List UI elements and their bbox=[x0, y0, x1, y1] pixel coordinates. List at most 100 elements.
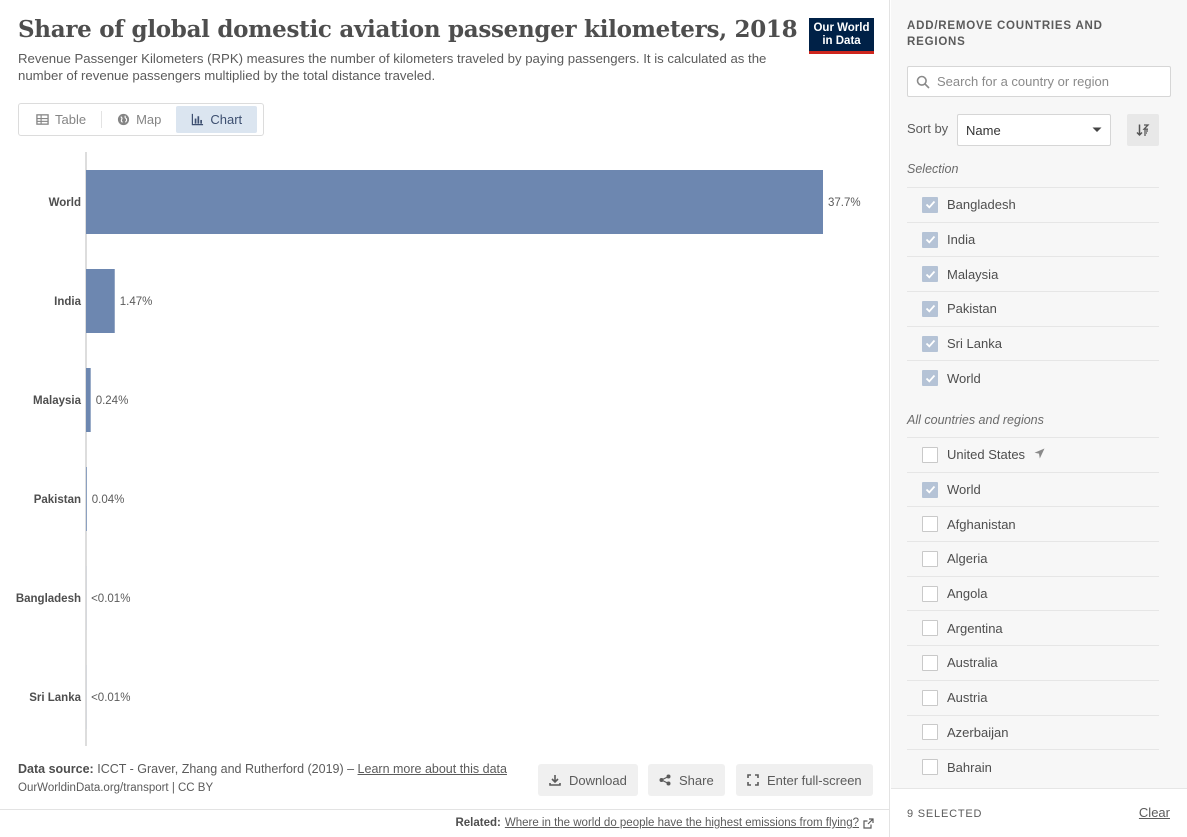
logo-line-1: Our World bbox=[813, 22, 870, 34]
tab-map-label: Map bbox=[136, 112, 162, 127]
category-label: Pakistan bbox=[34, 494, 81, 506]
category-label: Malaysia bbox=[33, 395, 82, 407]
checkbox[interactable] bbox=[922, 446, 938, 463]
related-link[interactable]: Where in the world do people have the hi… bbox=[504, 817, 859, 829]
checkbox[interactable] bbox=[922, 654, 938, 671]
checkbox-checked[interactable] bbox=[922, 370, 938, 387]
checkbox-checked[interactable] bbox=[922, 196, 938, 213]
checkbox[interactable] bbox=[922, 759, 938, 776]
item-label: Angola bbox=[947, 586, 988, 602]
list-item[interactable]: Azerbaijan bbox=[907, 714, 1159, 750]
list-item[interactable]: India bbox=[907, 221, 1159, 257]
clear-button[interactable]: Clear bbox=[1138, 805, 1170, 820]
category-label: India bbox=[54, 296, 81, 308]
checkbox-checked[interactable] bbox=[922, 335, 938, 352]
checkbox-checked[interactable] bbox=[922, 300, 938, 317]
share-button[interactable]: Share bbox=[648, 764, 725, 796]
bar-chart: World 37.7% India 1.47% Malaysia 0.24% Pakista… bbox=[16, 152, 861, 746]
tab-table[interactable]: Table bbox=[21, 106, 101, 133]
download-label: Download bbox=[569, 772, 627, 788]
item-label: United States bbox=[947, 447, 1026, 463]
tab-chart[interactable]: Chart bbox=[176, 106, 258, 133]
bar-chart-icon bbox=[192, 113, 204, 126]
data-source-text: ICCT - Graver, Zhang and Rutherford (201… bbox=[97, 762, 355, 776]
selected-count: 9 SELECTED bbox=[907, 808, 983, 820]
checkbox[interactable] bbox=[922, 516, 938, 533]
item-label: Argentina bbox=[947, 620, 1003, 636]
list-item[interactable]: Argentina bbox=[907, 610, 1159, 645]
sidebar-footer: 9 SELECTED Clear bbox=[891, 788, 1187, 837]
list-item[interactable]: Bangladesh bbox=[907, 187, 1159, 222]
owid-logo[interactable]: Our World in Data bbox=[809, 18, 874, 54]
item-label: Algeria bbox=[947, 551, 988, 567]
list-item[interactable]: World bbox=[907, 360, 1159, 395]
bar-world[interactable] bbox=[86, 170, 823, 234]
search-icon bbox=[916, 75, 930, 89]
item-label: Sri Lanka bbox=[947, 336, 1002, 352]
item-label: Malaysia bbox=[947, 266, 999, 282]
checkbox-checked[interactable] bbox=[922, 481, 938, 498]
item-label: Afghanistan bbox=[947, 516, 1016, 532]
all-countries-heading: All countries and regions bbox=[907, 413, 1044, 427]
value-label: 0.24% bbox=[96, 395, 129, 407]
globe-icon bbox=[118, 113, 130, 126]
checkbox[interactable] bbox=[922, 550, 938, 567]
caret-down-icon bbox=[1092, 127, 1102, 132]
tab-table-label: Table bbox=[55, 112, 87, 127]
selected-list: Bangladesh India Malaysia Pakistan Sri Lanka… bbox=[907, 187, 1159, 395]
bar-pakistan[interactable] bbox=[86, 467, 87, 531]
checkbox[interactable] bbox=[922, 689, 938, 706]
list-item[interactable]: Algeria bbox=[907, 541, 1159, 576]
share-label: Share bbox=[679, 772, 714, 788]
value-label: 37.7% bbox=[828, 197, 861, 209]
item-label: India bbox=[947, 232, 976, 248]
list-item[interactable]: World bbox=[907, 471, 1159, 507]
fullscreen-label: Enter full-screen bbox=[767, 772, 862, 788]
entity-selector-panel: ADD/REMOVE COUNTRIES AND REGIONS Sort by… bbox=[891, 0, 1187, 837]
chart-title: Share of global domestic aviation passen… bbox=[18, 16, 798, 43]
fullscreen-button[interactable]: Enter full-screen bbox=[736, 764, 873, 796]
value-label: 1.47% bbox=[120, 296, 153, 308]
sort-value: Name bbox=[966, 122, 1001, 138]
download-icon bbox=[549, 775, 561, 786]
list-item[interactable]: Austria bbox=[907, 679, 1159, 715]
chart-subtitle: Revenue Passenger Kilometers (RPK) measu… bbox=[18, 51, 767, 83]
view-tabs: Table Map Chart bbox=[18, 103, 264, 136]
tab-map[interactable]: Map bbox=[102, 106, 176, 133]
list-item[interactable]: Malaysia bbox=[907, 256, 1159, 291]
list-item[interactable]: United States bbox=[907, 437, 1159, 472]
item-label: Bangladesh bbox=[947, 197, 1016, 213]
list-item[interactable]: Bahrain bbox=[907, 749, 1159, 784]
checkbox-checked[interactable] bbox=[922, 266, 938, 283]
item-label: Australia bbox=[947, 655, 998, 671]
tab-divider bbox=[101, 111, 103, 128]
sort-select[interactable]: Name bbox=[957, 114, 1111, 146]
list-item[interactable]: Afghanistan bbox=[907, 506, 1159, 541]
list-item[interactable]: Australia bbox=[907, 645, 1159, 680]
checkbox[interactable] bbox=[922, 620, 938, 637]
list-item[interactable]: Sri Lanka bbox=[907, 325, 1159, 361]
selection-heading: Selection bbox=[907, 162, 959, 176]
search-input[interactable] bbox=[937, 74, 1157, 89]
download-button[interactable]: Download bbox=[538, 764, 638, 796]
sort-az-icon bbox=[1136, 124, 1150, 137]
item-label: World bbox=[947, 482, 981, 498]
bar-malaysia[interactable] bbox=[86, 368, 91, 432]
data-source: Data source: ICCT - Graver, Zhang and Ru… bbox=[18, 762, 507, 776]
checkbox[interactable] bbox=[922, 585, 938, 602]
value-label: <0.01% bbox=[91, 692, 130, 704]
learn-more-link[interactable]: Learn more about this data bbox=[357, 762, 507, 776]
list-item[interactable]: Angola bbox=[907, 575, 1159, 611]
item-label: Austria bbox=[947, 690, 988, 706]
checkbox-checked[interactable] bbox=[922, 231, 938, 248]
external-link-icon bbox=[863, 817, 874, 829]
item-label: Azerbaijan bbox=[947, 724, 1009, 740]
search-box[interactable] bbox=[907, 66, 1171, 97]
list-item[interactable]: Pakistan bbox=[907, 291, 1159, 326]
license-text: OurWorldinData.org/transport | CC BY bbox=[18, 782, 214, 794]
value-label: <0.01% bbox=[91, 593, 130, 605]
bar-india[interactable] bbox=[86, 269, 115, 333]
chart-panel: Share of global domestic aviation passen… bbox=[0, 0, 890, 837]
checkbox[interactable] bbox=[922, 724, 938, 741]
sort-order-button[interactable] bbox=[1127, 114, 1159, 146]
